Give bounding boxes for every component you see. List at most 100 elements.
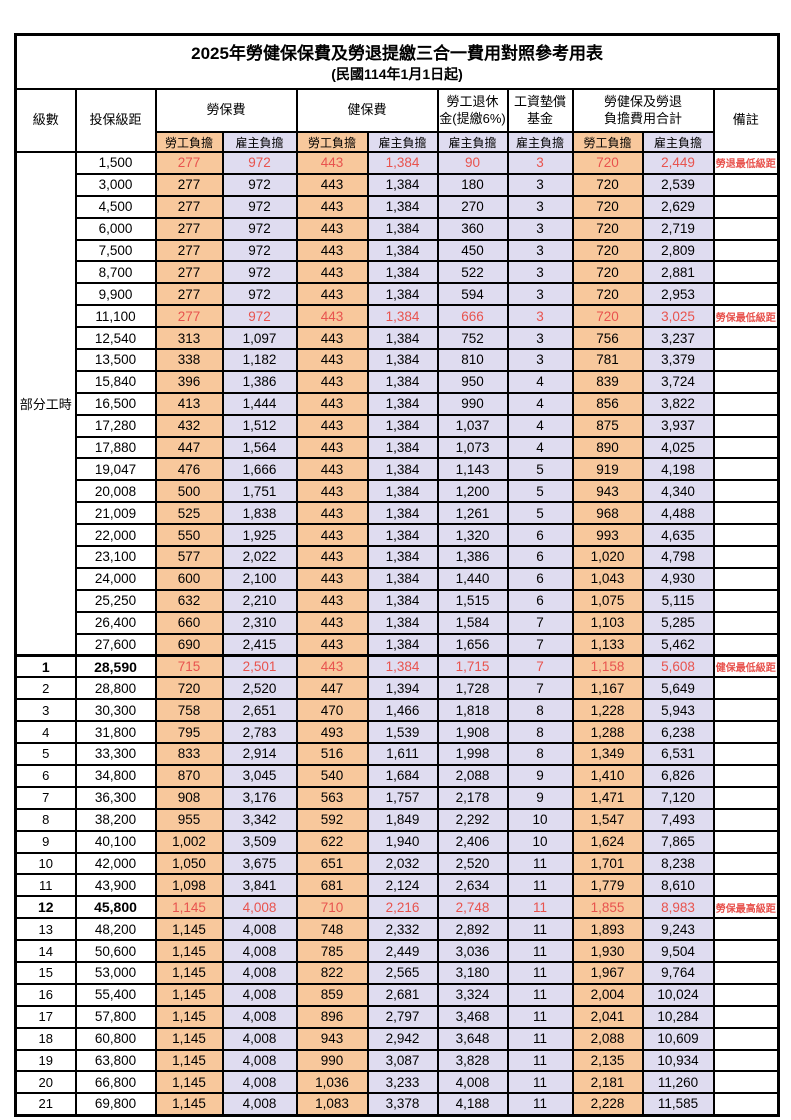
value-cell: 752: [436, 326, 509, 351]
value-cell: 11: [506, 1092, 574, 1117]
value-cell: 2,041: [571, 1004, 644, 1029]
remark-cell: [712, 260, 780, 285]
value-cell: 277: [154, 304, 224, 329]
value-cell: 972: [221, 238, 298, 263]
value-cell: 500: [154, 479, 224, 504]
bracket-cell: 34,800: [74, 763, 157, 788]
value-cell: 3,509: [221, 829, 298, 854]
remark-cell: [712, 588, 780, 613]
value-cell: 1,037: [436, 413, 509, 438]
value-cell: 1,384: [366, 260, 439, 285]
value-cell: 4,008: [221, 917, 298, 942]
bracket-cell: 31,800: [74, 720, 157, 745]
value-cell: 1,384: [366, 457, 439, 482]
value-cell: 1,384: [366, 216, 439, 241]
subheader-pension-employer: 雇主負擔: [436, 131, 509, 153]
value-cell: 3: [506, 282, 574, 307]
value-cell: 10,024: [641, 982, 715, 1007]
level-cell: 5: [14, 742, 77, 766]
value-cell: 1,145: [154, 1048, 224, 1073]
bracket-cell: 8,700: [74, 260, 157, 285]
value-cell: 1,466: [366, 698, 439, 723]
remark-cell: [712, 785, 780, 810]
level-cell: 11: [14, 873, 77, 898]
value-cell: 785: [295, 939, 369, 963]
value-cell: 2,809: [641, 238, 715, 263]
value-cell: 1,940: [366, 829, 439, 854]
bracket-cell: 50,600: [74, 939, 157, 963]
value-cell: 720: [571, 260, 644, 285]
value-cell: 4,025: [641, 435, 715, 460]
value-cell: 1,384: [366, 653, 439, 679]
value-cell: 3,087: [366, 1048, 439, 1073]
remark-cell: [712, 501, 780, 526]
table-row: 13,500 338 1,182 443 1,384 810 3 781 3,379: [16, 348, 780, 372]
value-cell: 2,914: [221, 742, 298, 766]
value-cell: 720: [154, 676, 224, 701]
value-cell: 7: [506, 676, 574, 701]
value-cell: 8,238: [641, 851, 715, 876]
value-cell: 1,384: [366, 326, 439, 351]
remark-cell: [712, 851, 780, 876]
bracket-cell: 66,800: [74, 1070, 157, 1095]
table-row: 20 66,800 1,145 4,008 1,036 3,233 4,008 11 2,181…: [14, 1070, 780, 1095]
value-cell: 1,349: [571, 742, 644, 766]
bracket-cell: 7,500: [74, 238, 157, 263]
value-cell: 1,384: [366, 435, 439, 460]
value-cell: 972: [221, 151, 298, 175]
value-cell: 2,719: [641, 216, 715, 241]
value-cell: 443: [295, 413, 369, 438]
bracket-cell: 28,590: [74, 653, 157, 679]
value-cell: 3,036: [436, 939, 509, 963]
value-cell: 594: [436, 282, 509, 307]
bracket-cell: 17,880: [74, 435, 157, 460]
value-cell: 2,415: [221, 632, 298, 657]
value-cell: 1,228: [571, 698, 644, 723]
remark-cell: [712, 457, 780, 482]
value-cell: 7: [506, 610, 574, 635]
value-cell: 277: [154, 172, 224, 197]
value-cell: 3,180: [436, 960, 509, 985]
value-cell: 4,008: [221, 960, 298, 985]
table-row: 3,000 277 972 443 1,384 180 3 720 2,539: [16, 172, 780, 197]
bracket-cell: 17,280: [74, 413, 157, 438]
level-cell-part-time: 部分工時: [14, 150, 77, 657]
table-row: 20,008 500 1,751 443 1,384 1,200 5 943 4,340: [16, 479, 780, 504]
value-cell: 11: [506, 917, 574, 942]
value-cell: 2,953: [641, 282, 715, 307]
value-cell: 1,145: [154, 1026, 224, 1051]
level-cell: 10: [14, 851, 77, 876]
value-cell: 622: [295, 829, 369, 854]
value-cell: 1,043: [571, 566, 644, 591]
bracket-cell: 42,000: [74, 851, 157, 876]
value-cell: 4,635: [641, 523, 715, 548]
value-cell: 2,178: [436, 785, 509, 810]
value-cell: 1,666: [221, 457, 298, 482]
value-cell: 870: [154, 763, 224, 788]
bracket-cell: 28,800: [74, 676, 157, 701]
remark-cell: [712, 369, 780, 394]
table-row: 10 42,000 1,050 3,675 651 2,032 2,520 11 1,701 8,…: [14, 851, 780, 876]
value-cell: 9,504: [641, 939, 715, 963]
value-cell: 1,103: [571, 610, 644, 635]
value-cell: 1,779: [571, 873, 644, 898]
value-cell: 1,384: [366, 632, 439, 657]
remark-cell: [712, 982, 780, 1007]
bracket-cell: 16,500: [74, 391, 157, 416]
value-cell: 6,531: [641, 742, 715, 766]
bracket-cell: 43,900: [74, 873, 157, 898]
remark-cell: [712, 807, 780, 832]
table-row: 9,900 277 972 443 1,384 594 3 720 2,953: [16, 282, 780, 307]
value-cell: 443: [295, 369, 369, 394]
remark-cell: [712, 742, 780, 766]
subheader-labor-employer: 雇主負擔: [221, 131, 298, 153]
value-cell: 7: [506, 653, 574, 679]
bracket-cell: 15,840: [74, 369, 157, 394]
remark-cell: [712, 435, 780, 460]
value-cell: 3,841: [221, 873, 298, 898]
value-cell: 11,260: [641, 1070, 715, 1095]
value-cell: 2,520: [436, 851, 509, 876]
value-cell: 1,838: [221, 501, 298, 526]
value-cell: 1,515: [436, 588, 509, 613]
value-cell: 10: [506, 807, 574, 832]
